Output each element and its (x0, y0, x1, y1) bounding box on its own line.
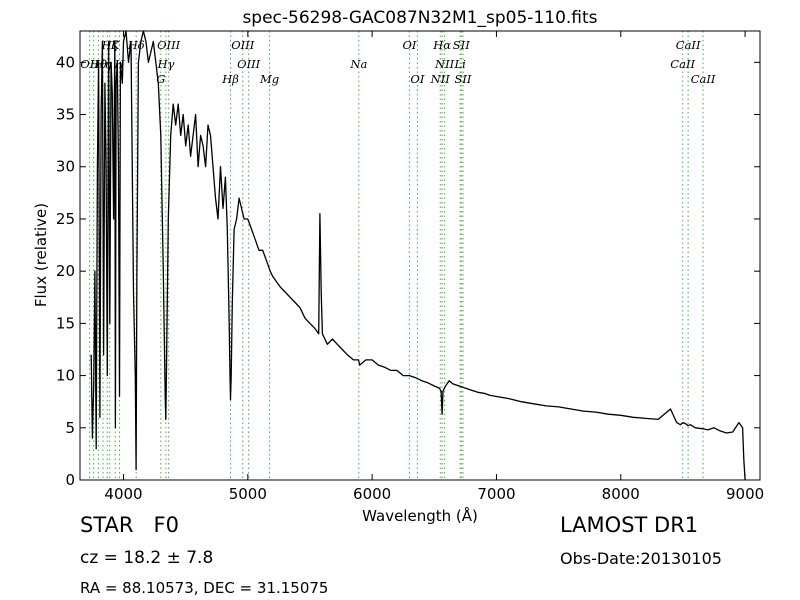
y-tick-label: 30 (56, 158, 75, 176)
reference-line-label: OIII (237, 57, 261, 71)
object-class: STAR (80, 513, 134, 537)
object-classification: STAR F0 (80, 513, 199, 537)
reference-line-label: G (156, 72, 165, 86)
y-tick-label: 25 (56, 210, 75, 228)
reference-line-label: OIII (157, 38, 181, 52)
reference-line-label: OI (410, 72, 424, 86)
chart-title: spec-56298-GAC087N32M1_sp05-110.fits (242, 8, 597, 28)
reference-line-label: OIII (231, 38, 255, 52)
ra-dec-coordinates: RA = 88.10573, DEC = 31.15075 (80, 579, 329, 597)
reference-line-label: Hα (432, 38, 451, 52)
reference-line-label: NII (430, 72, 451, 86)
y-tick-label: 0 (65, 471, 75, 489)
reference-line-label: SII (455, 72, 472, 86)
y-tick-label: 10 (56, 367, 75, 385)
reference-line-label: Hγ (156, 57, 174, 71)
plot-frame (79, 30, 761, 481)
reference-line-label: Hζ (101, 38, 119, 52)
x-tick-label: 6000 (353, 485, 391, 503)
reference-line-label: CaII (676, 38, 701, 52)
y-tick-label: 40 (56, 53, 75, 71)
object-subclass: F0 (153, 513, 179, 537)
x-axis-ticks: 4000 5000 6000 7000 8000 9000 (104, 31, 764, 503)
observation-date: Obs-Date:20130105 (560, 549, 722, 568)
reference-line-label: CaII (691, 72, 716, 86)
reference-line-label: Na (349, 57, 367, 71)
x-tick-label: 7000 (477, 485, 515, 503)
x-tick-label: 5000 (229, 485, 267, 503)
reference-line-label: Hβ (221, 72, 239, 86)
reference-line-label: Li (453, 57, 466, 71)
redshift-cz: cz = 18.2 ± 7.8 (80, 548, 214, 568)
reference-line-label: CaII (670, 57, 695, 71)
y-axis-label: Flux (relative) (32, 203, 50, 307)
y-axis-ticks: 0 5 10 15 20 25 30 35 40 (56, 53, 760, 489)
reference-line-label: OII (80, 57, 99, 71)
reference-line-label: OI (402, 38, 416, 52)
y-tick-label: 5 (65, 419, 75, 437)
y-tick-label: 35 (56, 106, 75, 124)
reference-line-label: SII (453, 38, 470, 52)
x-tick-label: 9000 (726, 485, 764, 503)
y-tick-label: 20 (56, 262, 75, 280)
x-axis-label: Wavelength (Å) (362, 506, 478, 525)
y-tick-label: 15 (56, 314, 75, 332)
reference-line-label: NII (434, 57, 455, 71)
x-tick-label: 4000 (104, 485, 142, 503)
x-tick-label: 8000 (602, 485, 640, 503)
spectrum-series (90, 30, 746, 481)
plot-background (80, 31, 760, 480)
reference-line-label: Mg (259, 72, 279, 86)
survey-name: LAMOST DR1 (560, 513, 699, 537)
